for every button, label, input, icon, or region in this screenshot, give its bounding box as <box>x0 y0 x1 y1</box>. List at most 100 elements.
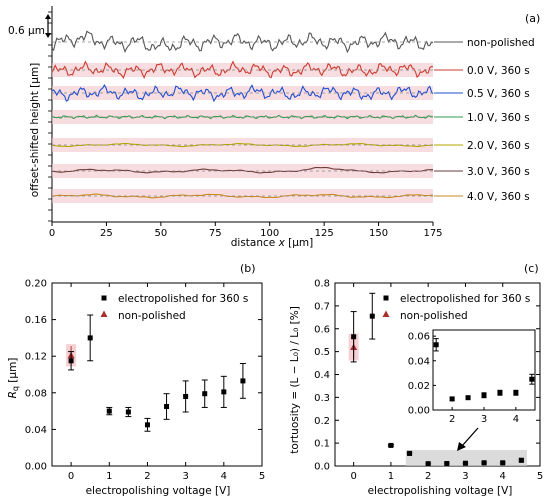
panel-b-legend-label: non-polished <box>118 310 186 322</box>
panel-c-x-tick-label: 0 <box>350 471 356 482</box>
inset-y-tick-label: 0.00 <box>408 406 430 417</box>
panel-c-label: (c) <box>524 262 539 275</box>
panel-b-x-tick-label: 1 <box>106 471 112 482</box>
inset-point <box>449 396 455 402</box>
panel-b-x-tick-label: 5 <box>259 471 265 482</box>
panel-a-x-tick-label: 50 <box>154 228 167 239</box>
panel-c-y-tick-label: 0.0 <box>314 462 330 473</box>
panel-b-frame <box>51 282 263 467</box>
panel-c-legend-label: non-polished <box>400 310 468 322</box>
panel-b-ylabel: Rq [µm] <box>7 358 20 399</box>
panel-b-y-tick-label: 0.00 <box>25 462 47 473</box>
scale-bar-label: 0.6 µm <box>8 25 45 37</box>
panel-c-point <box>518 457 524 463</box>
panel-b-point <box>164 404 170 410</box>
profile-line <box>51 193 433 199</box>
panel-c-x-tick-label: 1 <box>388 471 394 482</box>
inset-y-tick-label: 0.06 <box>408 332 430 343</box>
profile-line <box>52 166 434 174</box>
panel-b-legend-label: electropolished for 360 s <box>118 293 248 305</box>
panel-c-legend-marker-triangle <box>382 310 390 317</box>
panel-c-point <box>369 313 375 319</box>
profile-line <box>51 83 434 103</box>
panel-b-y-tick-label: 0.04 <box>25 425 47 436</box>
panel-b-label: (b) <box>240 262 256 275</box>
inset-point <box>529 376 535 382</box>
panel-b-y-tick-label: 0.16 <box>25 315 47 326</box>
inset-point <box>465 395 471 401</box>
panel-a-x-tick-label: 0 <box>49 228 55 239</box>
panel-b-y-tick-label: 0.20 <box>25 279 47 290</box>
panel-c-point <box>444 460 450 466</box>
panel-b-point <box>183 393 189 399</box>
panel-c-legend-marker-square <box>383 295 389 301</box>
scale-bar-arrow-bottom <box>45 33 51 38</box>
inset-x-tick-label: 3 <box>481 414 487 425</box>
panel-c-point <box>500 460 506 466</box>
profile-4: 2.0 V, 360 s <box>51 138 530 152</box>
panel-a-ylabel: offset-shifted height [µm] <box>29 63 41 198</box>
panel-b-point <box>87 335 93 341</box>
panel-c-y-tick-label: 0.4 <box>314 370 330 381</box>
panel-a: (a) 0.6 µm offset-shifted height [µm] di… <box>8 6 540 249</box>
profile-line <box>51 30 434 54</box>
profile-highlight <box>52 110 433 124</box>
profile-line <box>51 114 434 120</box>
inset-point <box>497 390 503 396</box>
panel-b-point <box>144 422 150 428</box>
panel-c-point <box>462 460 468 466</box>
inset-x-tick-label: 4 <box>513 414 519 425</box>
panel-c-point <box>425 461 431 467</box>
profile-label: 0.5 V, 360 s <box>467 88 530 100</box>
panel-b-point <box>106 408 112 414</box>
panel-a-x-tick-label: 150 <box>369 228 388 239</box>
panel-c-y-tick-label: 0.6 <box>314 324 330 335</box>
panel-b-point <box>240 378 246 384</box>
profile-label: 1.0 V, 360 s <box>467 112 530 124</box>
profile-highlight <box>52 63 433 77</box>
panel-c-point <box>407 450 413 456</box>
profile-0: non-polished <box>51 30 535 54</box>
inset-y-tick-label: 0.04 <box>408 356 430 367</box>
panel-c-x-tick-label: 4 <box>500 471 506 482</box>
profile-label: 0.0 V, 360 s <box>467 65 530 77</box>
profile-1: 0.0 V, 360 s <box>51 60 530 80</box>
panel-b-x-tick-label: 0 <box>68 471 74 482</box>
panel-c-legend-label: electropolished for 360 s <box>400 293 530 305</box>
zoom-arrow <box>461 427 479 447</box>
panel-b-y-tick-label: 0.08 <box>25 388 47 399</box>
panel-c-ylabel: tortuosity = (L − L₀) / L₀ [%] <box>289 306 301 454</box>
panel-b-x-tick-label: 4 <box>221 471 227 482</box>
profile-line <box>51 142 434 148</box>
panel-b-x-tick-label: 2 <box>144 471 150 482</box>
profile-highlight <box>52 164 433 178</box>
profile-label: 2.0 V, 360 s <box>467 140 530 152</box>
profile-line <box>51 60 434 80</box>
panel-c-y-tick-label: 0.5 <box>314 347 330 358</box>
profile-highlight <box>52 189 433 203</box>
panel-c-plot: 0 1 2 3 4 5 0.0 0.1 0.2 0.3 0.4 0.5 0.6 0.7 0.8 electro… <box>314 279 543 483</box>
inset-point <box>481 392 487 398</box>
panel-c-y-tick-label: 0.8 <box>314 279 330 290</box>
panel-b-xlabel: electropolishing voltage [V] <box>86 485 231 497</box>
profile-label: 3.0 V, 360 s <box>467 166 530 178</box>
profile-label: 4.0 V, 360 s <box>467 191 530 203</box>
panel-b: (b) Rq [µm] electropolishing voltage [V]… <box>7 262 265 497</box>
panel-b-legend-marker-triangle <box>100 310 108 317</box>
profile-label: non-polished <box>467 37 535 49</box>
panel-c: (c) tortuosity = (L − L₀) / L₀ [%] elect… <box>289 262 543 497</box>
panel-c-point <box>351 334 357 340</box>
panel-a-x-tick-label: 75 <box>209 228 222 239</box>
panel-a-x-tick-label: 125 <box>315 228 334 239</box>
inset-point <box>433 342 439 348</box>
panel-c-x-tick-label: 2 <box>425 471 431 482</box>
panel-b-point <box>125 409 131 415</box>
panel-c-point <box>481 460 487 466</box>
panel-c-xlabel: electropolishing voltage [V] <box>368 485 513 497</box>
panel-c-y-tick-label: 0.3 <box>314 393 330 404</box>
panel-c-y-tick-label: 0.7 <box>314 301 330 312</box>
panel-c-x-tick-label: 3 <box>462 471 468 482</box>
profile-6: 4.0 V, 360 s <box>51 189 530 203</box>
zoom-region <box>405 449 527 466</box>
